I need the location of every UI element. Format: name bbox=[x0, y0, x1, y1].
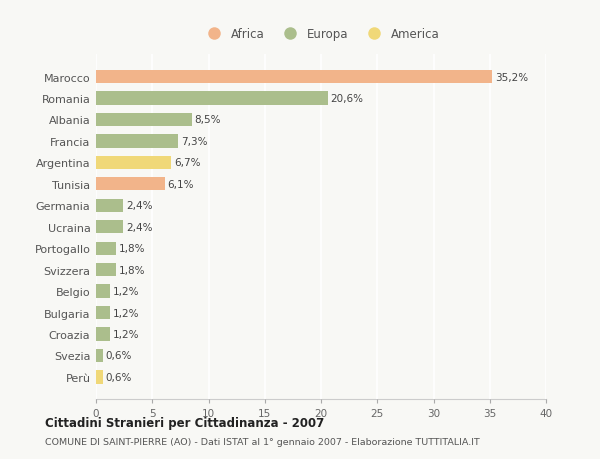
Text: 2,4%: 2,4% bbox=[126, 222, 152, 232]
Bar bbox=[96, 113, 191, 127]
Bar bbox=[96, 221, 123, 234]
Text: 2,4%: 2,4% bbox=[126, 201, 152, 211]
Text: 7,3%: 7,3% bbox=[181, 137, 208, 146]
Text: 1,2%: 1,2% bbox=[112, 286, 139, 297]
Text: 1,2%: 1,2% bbox=[112, 308, 139, 318]
Text: 1,8%: 1,8% bbox=[119, 265, 146, 275]
Bar bbox=[96, 306, 110, 319]
Text: 1,2%: 1,2% bbox=[112, 329, 139, 339]
Bar bbox=[96, 178, 164, 191]
Text: 0,6%: 0,6% bbox=[106, 351, 132, 361]
Bar bbox=[96, 328, 110, 341]
Bar bbox=[96, 242, 116, 255]
Text: 35,2%: 35,2% bbox=[495, 73, 528, 82]
Text: COMUNE DI SAINT-PIERRE (AO) - Dati ISTAT al 1° gennaio 2007 - Elaborazione TUTTI: COMUNE DI SAINT-PIERRE (AO) - Dati ISTAT… bbox=[45, 437, 480, 446]
Bar bbox=[96, 370, 103, 384]
Text: Cittadini Stranieri per Cittadinanza - 2007: Cittadini Stranieri per Cittadinanza - 2… bbox=[45, 416, 324, 429]
Bar bbox=[96, 135, 178, 148]
Bar bbox=[96, 349, 103, 362]
Text: 1,8%: 1,8% bbox=[119, 244, 146, 254]
Bar bbox=[96, 71, 492, 84]
Bar bbox=[96, 263, 116, 277]
Legend: Africa, Europa, America: Africa, Europa, America bbox=[197, 23, 445, 45]
Bar bbox=[96, 157, 172, 170]
Text: 6,7%: 6,7% bbox=[174, 158, 200, 168]
Bar bbox=[96, 285, 110, 298]
Text: 6,1%: 6,1% bbox=[167, 179, 194, 190]
Bar bbox=[96, 199, 123, 213]
Text: 0,6%: 0,6% bbox=[106, 372, 132, 382]
Text: 20,6%: 20,6% bbox=[331, 94, 364, 104]
Text: 8,5%: 8,5% bbox=[194, 115, 221, 125]
Bar bbox=[96, 92, 328, 106]
